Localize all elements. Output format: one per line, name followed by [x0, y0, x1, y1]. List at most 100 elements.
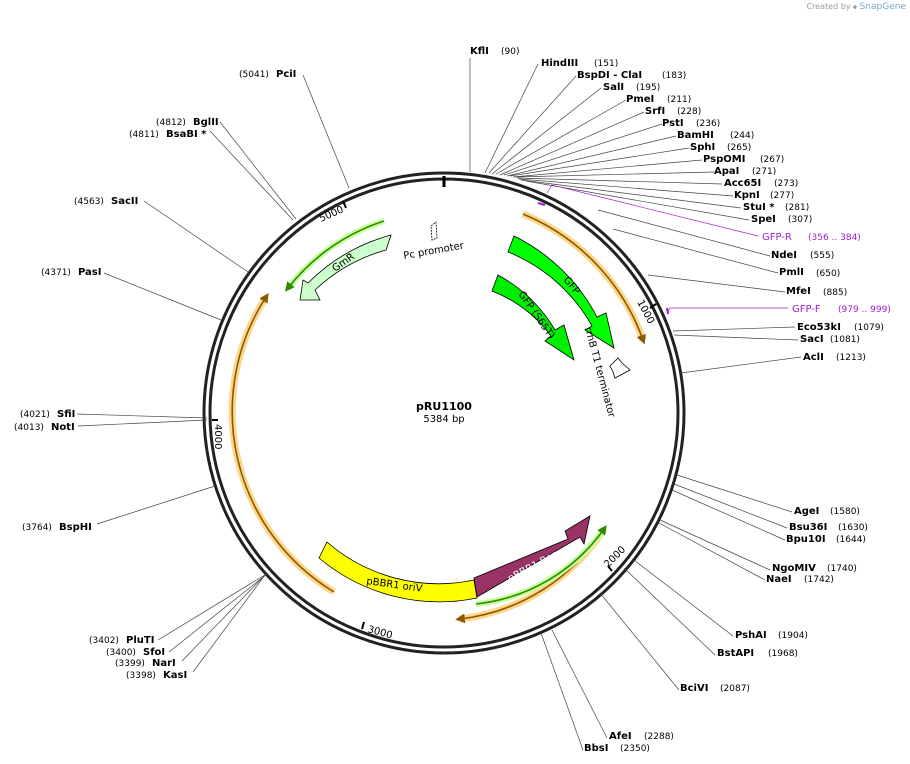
site-pmei[interactable]: PmeI (211): [626, 94, 691, 105]
site-kasi[interactable]: (3398) KasI: [126, 670, 187, 681]
feature-pc-promoter[interactable]: Pc promoter: [403, 221, 466, 262]
site-ndei[interactable]: NdeI (555): [771, 250, 834, 261]
site-sfii[interactable]: (4021) SfiI: [20, 409, 75, 420]
credit-prefix: Created by: [806, 2, 851, 11]
primer-gfp-r[interactable]: GFP-R (356 .. 384): [762, 232, 861, 243]
site-hindiii[interactable]: HindIII (151): [541, 58, 618, 69]
site-pshai[interactable]: PshAI (1904): [735, 630, 808, 641]
site-acc65i[interactable]: Acc65I (273): [724, 178, 798, 189]
site-name-pspomi: PspOMI: [703, 154, 745, 165]
site-pos-kfli: (90): [501, 47, 519, 57]
site-pos-bsu36i: (1630): [838, 523, 868, 533]
site-name-nari: NarI: [152, 658, 176, 669]
site-pos-ndei: (555): [810, 251, 834, 261]
primer-gfp-f[interactable]: GFP-F (979 .. 999): [792, 304, 891, 315]
site-spei[interactable]: SpeI (307): [751, 214, 812, 225]
site-sfoi[interactable]: (3400) SfoI: [106, 647, 165, 658]
site-bglii[interactable]: (4812) BglII: [156, 117, 219, 128]
site-name-pasi: PasI: [78, 267, 101, 278]
site-name-pluti: PluTI: [126, 635, 154, 646]
site-name-pcii: PciI: [276, 69, 296, 80]
site-pos-pluti: (3402): [89, 636, 119, 646]
site-pasi[interactable]: (4371) PasI: [41, 267, 101, 278]
primer-pos-gfp-r: (356 .. 384): [808, 233, 861, 243]
site-saci[interactable]: SacI (1081): [800, 334, 860, 345]
site-acli[interactable]: AclI (1213): [803, 352, 866, 363]
site-name-bsu36i: Bsu36I: [789, 522, 827, 533]
site-pos-nari: (3399): [115, 659, 145, 669]
site-afei[interactable]: AfeI (2288): [609, 731, 674, 742]
site-name-acc65i: Acc65I: [724, 178, 761, 189]
tick-4000: 4000: [212, 419, 223, 449]
site-pos-naei: (1742): [804, 575, 834, 585]
site-bamhi[interactable]: BamHI (244): [677, 130, 754, 141]
site-name-bsabi: BsaBI *: [166, 129, 207, 140]
site-sacii[interactable]: (4563) SacII: [74, 196, 138, 207]
site-bbsi[interactable]: BbsI (2350): [584, 743, 650, 754]
site-eco53ki[interactable]: Eco53kI (1079): [797, 322, 884, 333]
site-bstapi[interactable]: BstAPI (1968): [717, 648, 798, 659]
primer-name-gfp-f: GFP-F: [792, 304, 821, 315]
site-name-bsphi: BspHI: [59, 522, 92, 533]
site-pos-sfoi: (3400): [106, 648, 136, 658]
site-bpu10i[interactable]: Bpu10I (1644): [786, 534, 866, 545]
site-noti[interactable]: (4013) NotI: [14, 422, 75, 433]
site-pos-mfei: (885): [823, 288, 847, 298]
site-pmli[interactable]: PmlI (650): [779, 267, 840, 279]
primer-name-gfp-r: GFP-R: [762, 232, 792, 243]
site-kpni[interactable]: KpnI (277): [734, 190, 794, 201]
site-sphi[interactable]: SphI (265): [690, 142, 751, 153]
site-bsu36i[interactable]: Bsu36I (1630): [789, 522, 868, 533]
site-pos-bamhi: (244): [730, 131, 754, 141]
site-bsphi[interactable]: (3764) BspHI: [22, 522, 92, 533]
site-name-hindiii: HindIII: [541, 58, 578, 69]
plasmid-length: 5384 bp: [423, 414, 464, 425]
snapgene-credit: Created by ⦁ SnapGene: [806, 2, 906, 12]
primer-leaders: [546, 184, 788, 315]
site-pluti[interactable]: (3402) PluTI: [89, 635, 154, 646]
site-name-spei: SpeI: [751, 214, 776, 225]
site-srfi[interactable]: SrfI (228): [645, 106, 701, 117]
site-pos-afei: (2288): [644, 732, 674, 742]
feature-pbbr1-rep[interactable]: pBBR1 Rep: [473, 515, 591, 598]
site-pos-kasi: (3398): [126, 671, 156, 681]
site-pos-bpu10i: (1644): [836, 535, 866, 545]
site-bspdi[interactable]: BspDI - ClaI (183): [577, 70, 686, 81]
site-psti[interactable]: PstI (236): [662, 118, 720, 129]
site-pos-pasi: (4371): [41, 268, 71, 278]
site-pos-bbsi: (2350): [620, 744, 650, 754]
site-apai[interactable]: ApaI (271): [714, 166, 776, 177]
tick-label-4000: 4000: [212, 424, 223, 449]
site-pos-psti: (236): [696, 119, 720, 129]
site-pcii[interactable]: (5041) PciI: [239, 69, 296, 80]
feature-gfp-s65t[interactable]: GFP (S65T): [491, 274, 575, 361]
feature-pbbr1-oriv[interactable]: pBBR1 oriV: [318, 541, 478, 603]
feature-gmr[interactable]: GmR: [299, 234, 392, 301]
site-bcivi[interactable]: BciVI (2087): [680, 683, 750, 694]
site-nari[interactable]: (3399) NarI: [115, 658, 176, 669]
site-bsabi[interactable]: (4811) BsaBI *: [129, 129, 207, 140]
site-mfei[interactable]: MfeI (885): [786, 286, 847, 298]
site-pos-acc65i: (273): [774, 179, 798, 189]
site-sali[interactable]: SalI (195): [603, 82, 660, 93]
site-pspomi[interactable]: PspOMI (267): [703, 154, 784, 165]
site-pos-hindiii: (151): [594, 59, 618, 69]
site-pos-bglii: (4812): [156, 118, 186, 128]
site-naei[interactable]: NaeI (1742): [766, 574, 834, 585]
site-kfli[interactable]: KflI (90): [470, 46, 519, 57]
orf-arc-large: [228, 292, 336, 595]
site-pos-noti: (4013): [14, 423, 44, 433]
orf-arc-gmr: [285, 218, 385, 292]
site-pos-bsphi: (3764): [22, 523, 52, 533]
site-pos-sfii: (4021): [20, 410, 50, 420]
site-name-psti: PstI: [662, 118, 684, 129]
plasmid-name: pRU1100: [416, 400, 472, 413]
site-ngomiv[interactable]: NgoMIV (1740): [772, 563, 857, 574]
site-name-eco53ki: Eco53kI: [797, 322, 841, 333]
tick-label-2000: 2000: [602, 544, 628, 570]
site-stui[interactable]: StuI * (281): [743, 202, 809, 213]
snapgene-logo-icon: ⦁: [853, 2, 858, 11]
site-name-noti: NotI: [51, 422, 75, 433]
site-name-ndei: NdeI: [771, 250, 797, 261]
site-agei[interactable]: AgeI (1580): [794, 506, 860, 517]
